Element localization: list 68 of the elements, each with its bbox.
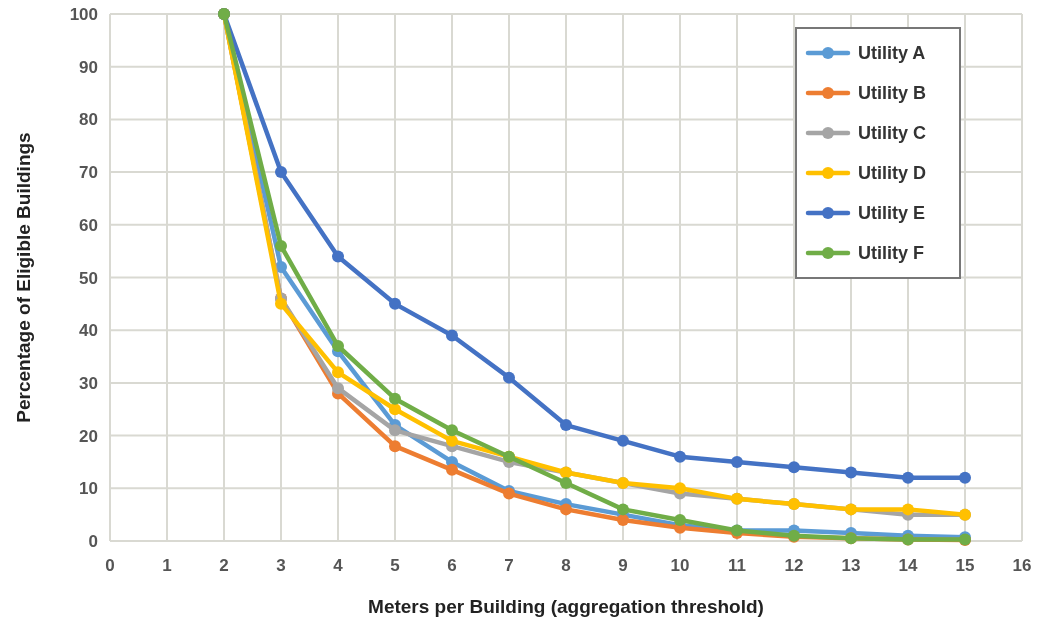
point: [617, 434, 629, 447]
x-tick-label: 0: [105, 556, 115, 575]
x-tick-label: 5: [390, 556, 400, 575]
x-tick-label: 7: [504, 556, 514, 575]
legend-label: Utility C: [858, 123, 927, 143]
point: [389, 424, 401, 437]
point: [389, 403, 401, 416]
point: [332, 382, 344, 395]
x-tick-label: 4: [333, 556, 344, 575]
point: [560, 477, 572, 490]
point: [446, 463, 458, 476]
x-tick-label: 14: [898, 556, 918, 575]
point: [389, 297, 401, 310]
point: [788, 461, 800, 474]
point: [446, 434, 458, 447]
point: [617, 503, 629, 516]
point: [275, 297, 287, 310]
x-axis-title: Meters per Building (aggregation threshold): [368, 596, 764, 617]
y-tick-label: 100: [69, 5, 98, 24]
point: [560, 419, 572, 432]
point: [845, 466, 857, 479]
point: [731, 455, 743, 468]
x-tick-label: 3: [276, 556, 286, 575]
point: [332, 366, 344, 379]
point: [617, 513, 629, 526]
point: [674, 450, 686, 463]
y-tick-label: 0: [88, 532, 98, 551]
point: [902, 503, 914, 516]
y-tick-label: 30: [79, 373, 98, 393]
y-tick-label: 50: [79, 268, 98, 288]
point: [560, 503, 572, 516]
point: [389, 392, 401, 405]
x-tick-label: 10: [670, 556, 690, 575]
x-tick-label: 13: [841, 556, 861, 575]
y-axis-title: Percentage of Eligible Buildings: [13, 132, 34, 423]
point: [389, 440, 401, 453]
point: [674, 513, 686, 526]
x-tick-label: 12: [784, 556, 804, 575]
point: [446, 424, 458, 437]
point: [275, 239, 287, 252]
point: [959, 471, 971, 484]
legend-label: Utility A: [858, 43, 926, 63]
x-tick-label: 11: [728, 556, 746, 575]
y-tick-label: 90: [79, 57, 98, 77]
y-tick-label: 10: [79, 479, 98, 499]
point: [332, 340, 344, 353]
legend-label: Utility D: [858, 163, 927, 183]
point: [503, 371, 515, 384]
x-tick-label: 16: [1012, 556, 1032, 575]
point: [902, 471, 914, 484]
legend-label: Utility F: [858, 243, 924, 263]
x-tick-label: 9: [618, 556, 628, 575]
y-tick-label: 20: [79, 426, 98, 446]
x-tick-label: 15: [955, 556, 975, 575]
y-tick-label: 60: [79, 215, 98, 235]
legend-label: Utility B: [858, 83, 927, 103]
x-tick-label: 6: [447, 556, 457, 575]
point: [275, 166, 287, 179]
point: [446, 329, 458, 342]
x-tick-label: 8: [561, 556, 571, 575]
y-tick-label: 40: [79, 321, 98, 341]
x-tick-label: 2: [219, 556, 229, 575]
point: [332, 250, 344, 263]
legend-label: Utility E: [858, 203, 926, 223]
x-tick-label: 1: [162, 556, 172, 575]
point: [674, 482, 686, 495]
y-tick-label: 80: [79, 110, 98, 130]
y-tick-label: 70: [79, 163, 98, 183]
